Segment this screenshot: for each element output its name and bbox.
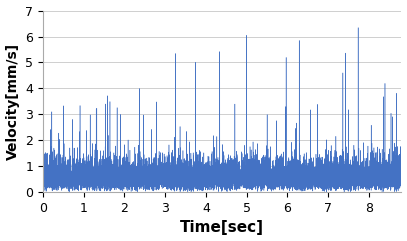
X-axis label: Time[sec]: Time[sec] (180, 221, 264, 235)
Y-axis label: Velocity[mm/s]: Velocity[mm/s] (6, 43, 20, 160)
